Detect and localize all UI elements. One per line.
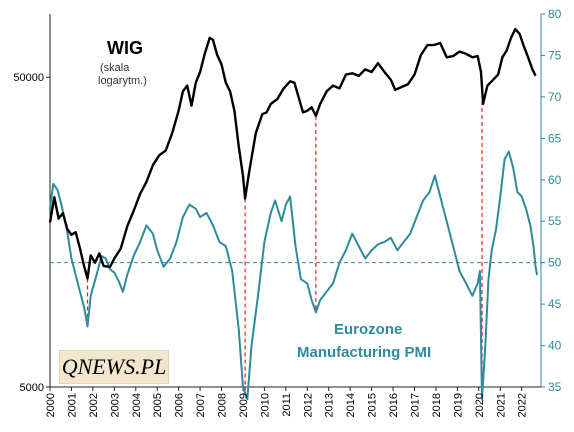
right-tick-label: 60 — [548, 173, 562, 187]
right-tick-label: 80 — [548, 7, 562, 21]
x-tick-label: 2011 — [281, 393, 293, 417]
pmi-series-line — [49, 150, 539, 401]
x-tick-label: 2004 — [131, 393, 143, 417]
wig-note-line1: (skala — [100, 62, 130, 74]
qnews-logo: QNEWS.PL — [59, 350, 169, 384]
axes-layer — [46, 13, 545, 391]
x-tick-label: 2018 — [431, 393, 443, 417]
x-tick-label: 2009 — [238, 393, 250, 417]
right-tick-label: 50 — [548, 256, 562, 270]
x-tick-label: 2017 — [409, 393, 421, 417]
right-tick-label: 75 — [548, 48, 562, 62]
x-tick-label: 2001 — [66, 393, 78, 417]
x-tick-label: 2006 — [174, 393, 186, 417]
left-tick-label: 50000 — [13, 72, 44, 84]
x-tick-label: 2019 — [452, 393, 464, 417]
wig-title: WIG — [107, 38, 143, 58]
logo-text: QNEWS.PL — [61, 354, 167, 379]
wig-note-line2: logarytm.) — [98, 75, 147, 87]
x-tick-label: 2010 — [259, 393, 271, 417]
right-tick-label: 70 — [548, 90, 562, 104]
x-tick-label: 2013 — [324, 393, 336, 417]
x-tick-label: 2012 — [302, 393, 314, 417]
x-tick-label: 2007 — [195, 393, 207, 417]
right-tick-label: 65 — [548, 131, 562, 145]
x-tick-label: 2002 — [88, 393, 100, 417]
right-tick-label: 35 — [548, 380, 562, 394]
x-tick-label: 2016 — [388, 393, 400, 417]
wig-series-line — [48, 27, 537, 280]
x-tick-label: 2021 — [495, 393, 507, 417]
x-tick-label: 2022 — [517, 393, 529, 417]
tick-labels-layer: 50000 5000 35 40 45 50 55 60 65 70 75 80 2000 2001 200… — [13, 7, 561, 417]
x-tick-label: 2003 — [109, 393, 121, 417]
series-layer — [48, 27, 539, 401]
x-tick-label: 2020 — [474, 393, 486, 417]
pmi-label-line1: Eurozone — [334, 321, 402, 338]
pmi-label-line2: Manufacturing PMI — [297, 344, 431, 361]
right-tick-label: 55 — [548, 214, 562, 228]
right-tick-label: 40 — [548, 339, 562, 353]
x-tick-label: 2008 — [217, 393, 229, 417]
left-tick-label: 5000 — [20, 382, 44, 394]
x-tick-label: 2000 — [45, 393, 57, 417]
right-tick-label: 45 — [548, 297, 562, 311]
x-tick-label: 2005 — [152, 393, 164, 417]
x-tick-label: 2014 — [345, 393, 357, 417]
x-tick-label: 2015 — [367, 393, 379, 417]
